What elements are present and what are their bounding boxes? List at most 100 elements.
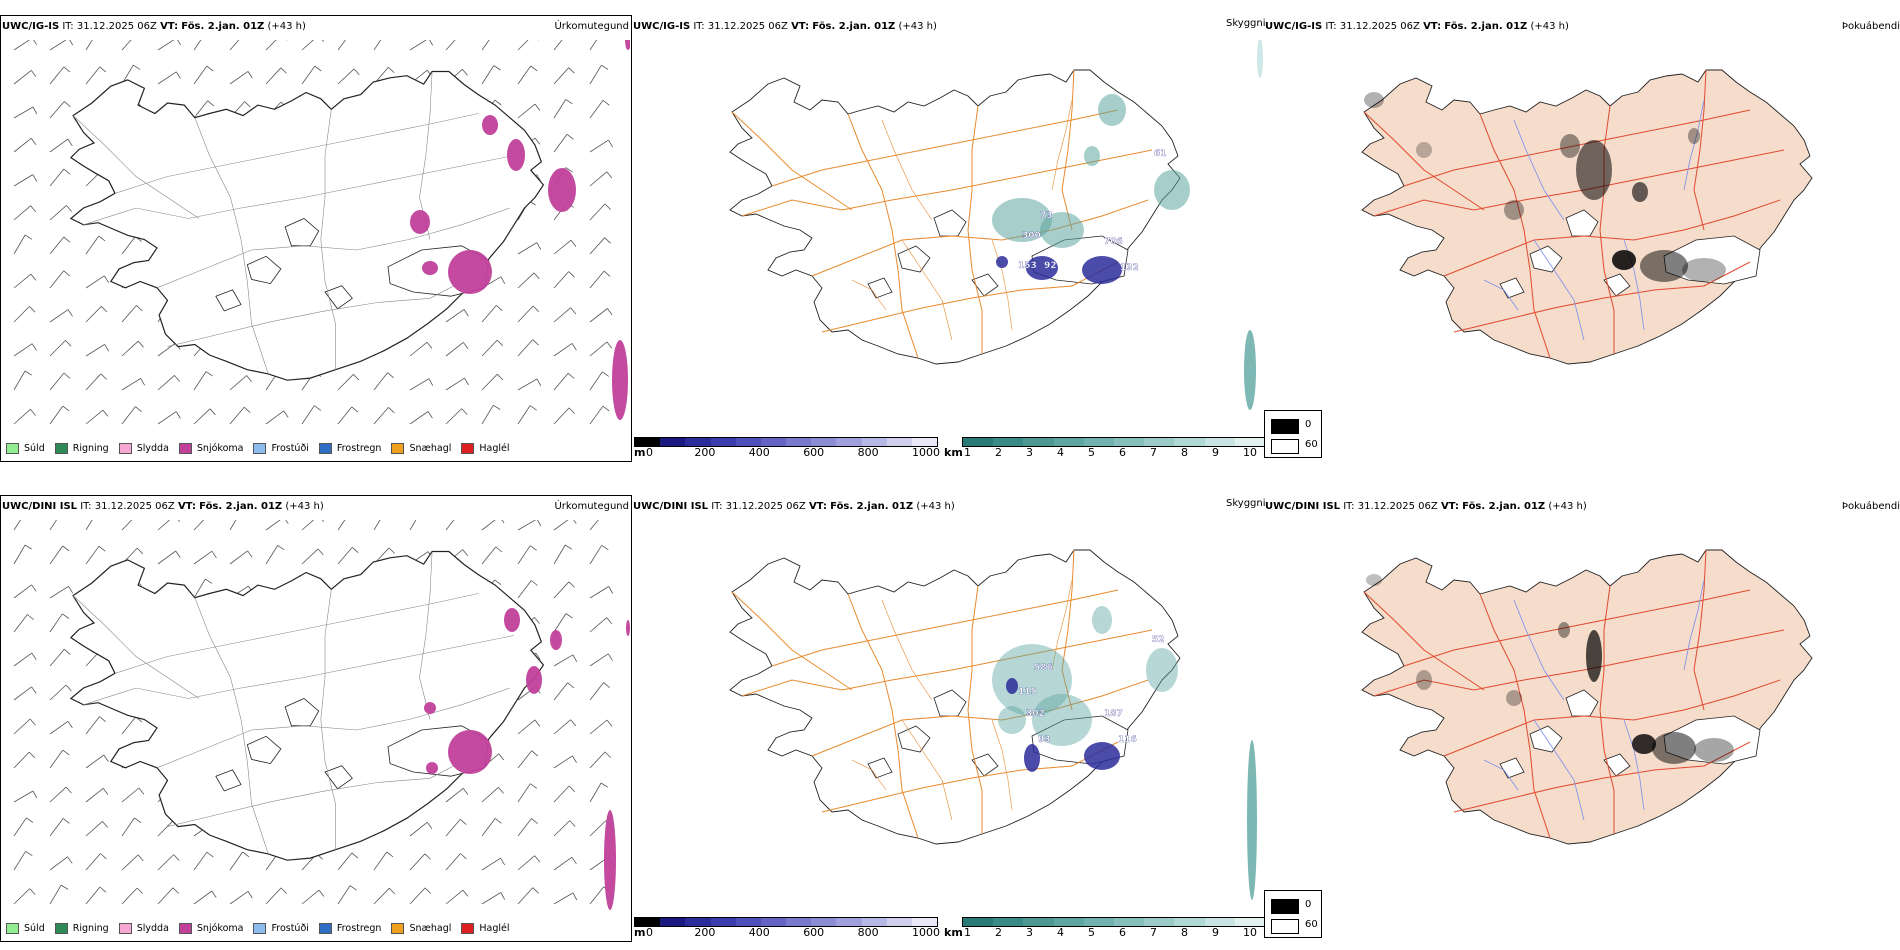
legend-item: Snjókoma (178, 921, 243, 935)
legend-label: Súld (24, 442, 45, 454)
snow-area (507, 139, 525, 171)
it-value: 31.12.2025 06Z (94, 501, 175, 512)
colorbar-tick: 4 (1057, 926, 1064, 939)
precip-type-map (13, 520, 630, 910)
colorbar-segment (1114, 918, 1145, 926)
visibility-value-label: 93 (1038, 735, 1051, 745)
visibility-value-label: 115 (1018, 687, 1037, 697)
legend-label: Slydda (136, 442, 169, 454)
vt-label: VT: (177, 501, 196, 512)
colorbar-tick: 1 (964, 926, 971, 939)
colorbar-tick: 2 (995, 446, 1002, 459)
legend-item: Frostúði (253, 921, 309, 935)
visibility-m-area (1006, 678, 1018, 694)
snow-area (548, 168, 576, 212)
panel-header: UWC/DINI ISL IT: 31.12.2025 06Z VT: Fös.… (1265, 501, 1587, 513)
visibility-value-label: 61 (1154, 149, 1167, 159)
precip-type-title: Úrkomutegund (554, 501, 629, 512)
panel-header: UWC/DINI ISL IT: 31.12.2025 06Z VT: Fös.… (633, 501, 955, 513)
colorbar-segment (1204, 438, 1235, 446)
snow-area (482, 115, 498, 135)
precip-legend: Súld Rigning Slydda Snjókoma Frostúði Frostre… (6, 441, 520, 455)
legend-label: Rigning (72, 442, 109, 454)
legend-item: Slydda (118, 921, 169, 935)
colorbar-segment (786, 918, 812, 926)
roads-red (1363, 549, 1785, 839)
vt-value: Fös. 2.jan. 01Z (830, 501, 914, 512)
it-value: 31.12.2025 06Z (1357, 501, 1438, 512)
glacier-outline (284, 218, 320, 247)
model-name: UWC/IG-IS (2, 21, 60, 32)
legend-swatch (6, 922, 19, 934)
colorbar-unit: m (634, 926, 646, 939)
it-label: IT: (80, 501, 92, 512)
colorbar-tick: 8 (1181, 926, 1188, 939)
colorbar-segment (993, 438, 1024, 446)
vt-value: Fös. 2.jan. 01Z (1462, 501, 1546, 512)
panel-header: UWC/IG-IS IT: 31.12.2025 06Z VT: Fös. 2.… (1265, 21, 1569, 33)
panel-header: UWC/DINI ISL IT: 31.12.2025 06Z VT: Fös.… (2, 501, 324, 513)
colorbar-tick: 3 (1026, 446, 1033, 459)
colorbar-segment (1144, 438, 1175, 446)
glacier-outline (246, 735, 282, 765)
fog-indicator-area (1632, 734, 1656, 754)
it-value: 31.12.2025 06Z (707, 21, 788, 32)
visibility-value-label: 73 (1040, 211, 1053, 221)
glacier-outline (215, 289, 242, 312)
legend-label: Snæhagl (409, 442, 452, 454)
legend-swatch (178, 922, 192, 934)
roads-orange (731, 549, 1153, 839)
glacier-outline (324, 285, 353, 310)
fog-indicator-area (1688, 128, 1700, 144)
colorbar-segment (1174, 918, 1205, 926)
glacier-outline (1529, 245, 1563, 273)
glacier-outline (324, 765, 353, 790)
colorbar-segment (1083, 438, 1115, 446)
colorbar-segment (1023, 438, 1054, 446)
colorbar-tick: 6 (1119, 446, 1126, 459)
glacier-outline (284, 698, 320, 727)
lead-time: (+43 h) (1530, 21, 1569, 32)
it-label: IT: (1325, 21, 1337, 32)
vt-value: Fös. 2.jan. 01Z (181, 21, 265, 32)
model-name: UWC/DINI ISL (1265, 501, 1341, 512)
visibility-km-area (1154, 170, 1190, 210)
glacier-outline (246, 255, 282, 285)
vt-label: VT: (1423, 21, 1442, 32)
legend-label: Súld (24, 922, 45, 934)
legend-item: Frostúði (253, 441, 309, 455)
legend-item: Rigning (54, 921, 109, 935)
legend-swatch (391, 442, 405, 454)
visibility-km-area (998, 706, 1026, 734)
lead-time: (+43 h) (285, 501, 324, 512)
fog-indicator-area (1504, 200, 1524, 220)
glacier-outline (971, 753, 999, 777)
fog-legend-swatch (1271, 899, 1299, 914)
visibility-km-area (1146, 648, 1178, 692)
visibility-km-area (1098, 94, 1126, 126)
colorbar-tick: 7 (1150, 926, 1157, 939)
colorbar-segment (1114, 438, 1145, 446)
colorbar-segment (911, 918, 938, 926)
model-name: UWC/IG-IS (633, 21, 691, 32)
fog-legend: 0 60 (1264, 410, 1322, 458)
colorbar-segment (963, 438, 994, 446)
visibility-value-label: 586 (1034, 663, 1053, 673)
colorbar-segment (1023, 918, 1054, 926)
visibility-map: 73 300 153 92 706 132 61 (729, 40, 1263, 410)
legend-swatch (54, 922, 68, 934)
roads-orange-minor (851, 579, 1073, 821)
colorbar-segment (811, 438, 837, 446)
colorbar-segment (1234, 918, 1266, 926)
legend-label: Haglél (479, 922, 510, 934)
fog-legend-label: 0 (1305, 419, 1312, 430)
colorbar-segment (886, 918, 912, 926)
it-label: IT: (62, 21, 74, 32)
lead-time: (+43 h) (898, 21, 937, 32)
colorbar-tick: 800 (857, 926, 879, 939)
visibility-m-area (1026, 256, 1058, 280)
iceland-outline (729, 549, 1181, 845)
legend-label: Haglél (479, 442, 510, 454)
panel-header: UWC/IG-IS IT: 31.12.2025 06Z VT: Fös. 2.… (2, 21, 306, 33)
roads-orange (731, 69, 1153, 359)
